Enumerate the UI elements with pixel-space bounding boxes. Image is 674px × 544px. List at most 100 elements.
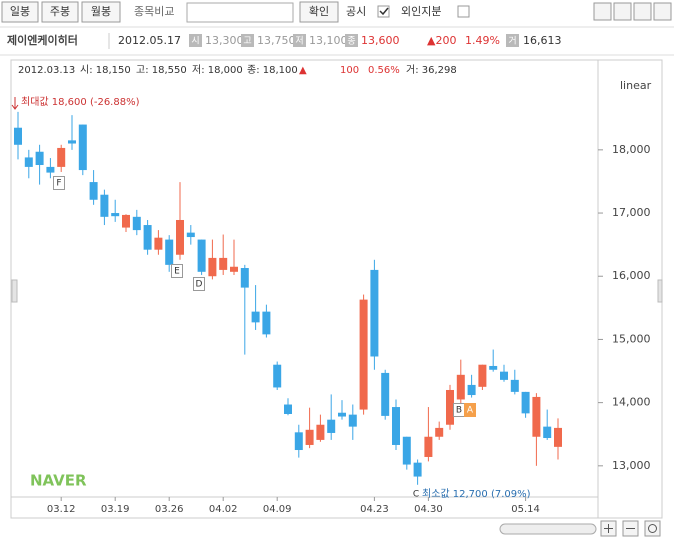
candle-body — [456, 374, 465, 400]
y-tick-label: 13,000 — [612, 459, 651, 472]
candle-body — [240, 268, 249, 288]
compare-label: 종목비교 — [134, 5, 174, 18]
candle-body — [467, 384, 476, 396]
chart-frame — [10, 59, 663, 519]
candle-body — [273, 364, 282, 388]
candle-body — [554, 427, 562, 447]
marker-box — [53, 176, 65, 190]
min-label: 최소값 12,700 (7.09%) — [422, 488, 531, 500]
badge — [345, 34, 358, 47]
candle-body — [327, 419, 336, 433]
button-label[interactable]: 확인 — [309, 5, 329, 18]
tool-icons[interactable] — [593, 2, 672, 21]
candle-body — [370, 269, 379, 357]
x-tick-label: 03.26 — [155, 504, 184, 515]
candle-body — [132, 216, 141, 231]
refresh[interactable] — [644, 520, 661, 537]
checkbox-label: 외인지분 — [401, 5, 441, 18]
hover-volume: 거: 36,298 — [406, 64, 457, 76]
hover-low: 저: 18,000 — [192, 64, 243, 76]
candle-body — [208, 257, 217, 277]
x-tick-label: 04.09 — [263, 504, 292, 515]
button[interactable] — [1, 1, 39, 23]
search-input[interactable] — [186, 2, 294, 23]
marker-label: A — [467, 406, 474, 416]
marker-box — [193, 277, 205, 291]
candle-body — [543, 426, 552, 439]
candle-body — [338, 412, 346, 417]
button-label[interactable]: 월봉 — [91, 5, 111, 18]
max-arrow — [11, 97, 19, 110]
button-label[interactable]: 일봉 — [10, 4, 30, 18]
x-tick-label: 05.14 — [511, 504, 540, 515]
candle-body — [478, 364, 487, 387]
button-label[interactable]: 주봉 — [50, 5, 70, 18]
badge-label: 저 — [295, 36, 303, 47]
scale-label: linear — [620, 79, 652, 92]
summary-change: ▲200 — [427, 34, 456, 47]
candle-body — [359, 299, 368, 410]
candle-body — [154, 237, 163, 250]
candle-body — [89, 182, 98, 200]
y-tick-label: 18,000 — [612, 143, 651, 156]
scrollbar[interactable] — [499, 523, 597, 535]
checkbox-label: 공시 — [346, 5, 366, 18]
hover-change: 100 — [340, 65, 359, 76]
marker-box — [464, 403, 476, 417]
y-tick-label: 16,000 — [612, 269, 651, 282]
y-tick-label: 15,000 — [612, 332, 651, 345]
button[interactable] — [41, 1, 79, 23]
candle-body — [510, 379, 519, 392]
summary-value: 13,300 — [205, 34, 244, 47]
hover-open: 시: 18,150 — [80, 64, 131, 76]
x-tick-label: 04.02 — [209, 504, 238, 515]
summary-value: 13,750 — [257, 34, 296, 47]
candle-body — [316, 424, 325, 440]
hover-rate: 0.56% — [368, 65, 400, 76]
summary-date: 2012.05.17 — [118, 34, 181, 47]
candle-body — [165, 239, 174, 265]
marker-label: C — [413, 490, 419, 500]
candle-body — [284, 404, 292, 414]
summary-value: 13,600 — [361, 34, 400, 47]
candle-body — [446, 389, 454, 425]
badge-label: 거 — [508, 36, 516, 47]
marker-label: F — [56, 179, 61, 189]
candle-body — [500, 371, 508, 380]
candle-body — [381, 372, 390, 416]
side-tab[interactable] — [11, 279, 663, 303]
plus-icon — [604, 524, 613, 533]
candle-body — [57, 147, 66, 167]
button[interactable] — [81, 1, 121, 23]
hover-high: 고: 18,550 — [136, 65, 187, 76]
candle-body — [262, 311, 271, 335]
summary-value: 13,100 — [309, 34, 348, 47]
candle-body — [305, 429, 314, 445]
marker-box — [171, 264, 183, 278]
y-tick-label: 17,000 — [612, 206, 651, 219]
badge — [189, 34, 202, 47]
watermark: NAVER — [30, 472, 87, 490]
hover-arrow: ▲ — [299, 65, 307, 76]
x-tick-label: 04.30 — [414, 504, 443, 515]
candle-body — [176, 219, 184, 255]
stock-name: 제이엔케이히터 — [7, 33, 78, 47]
marker-label: B — [456, 406, 462, 416]
candle-body — [392, 407, 400, 445]
check — [379, 7, 389, 16]
candle-body — [532, 396, 541, 437]
max-label: 최대값 18,600 (-26.88%) — [21, 96, 140, 108]
candle-body — [68, 140, 76, 144]
candle-body — [186, 232, 195, 238]
checkbox[interactable] — [457, 5, 470, 18]
badge — [293, 34, 306, 47]
candle-body — [46, 166, 55, 173]
candle-body — [100, 194, 109, 217]
candle-body — [251, 311, 260, 323]
candle-body — [413, 462, 422, 477]
badge-label: 종 — [347, 36, 355, 47]
button[interactable] — [299, 1, 339, 23]
checkbox[interactable] — [377, 5, 390, 18]
candle-body — [219, 257, 228, 270]
